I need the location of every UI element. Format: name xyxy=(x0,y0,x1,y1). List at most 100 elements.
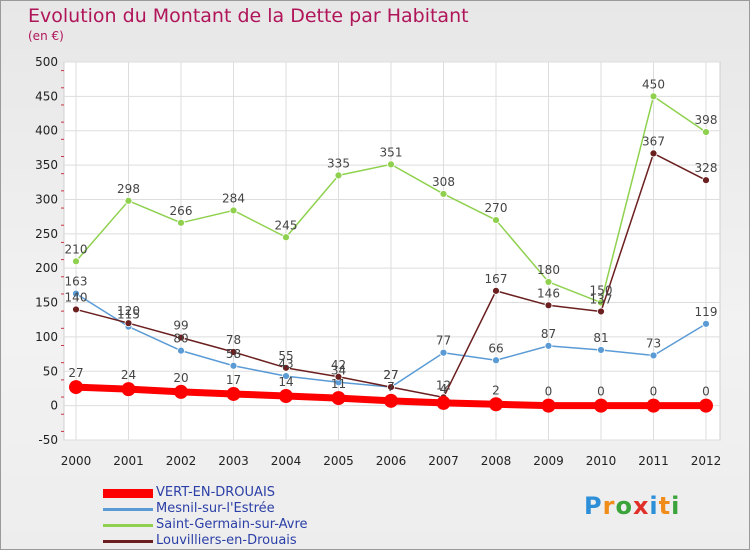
data-label: 0 xyxy=(545,385,553,399)
data-label: 14 xyxy=(278,375,293,389)
y-tick-label: 400 xyxy=(35,124,58,138)
data-point xyxy=(72,289,80,298)
legend-swatch xyxy=(103,489,153,498)
data-label: 27 xyxy=(383,368,398,382)
data-label: 7 xyxy=(387,380,395,394)
x-tick-label: 2011 xyxy=(638,454,669,468)
data-label: 210 xyxy=(65,242,88,256)
y-tick-label: 100 xyxy=(35,330,58,344)
logo-letter: x xyxy=(632,492,650,520)
legend-item: VERT-EN-DROUAIS xyxy=(103,485,443,501)
data-label: 78 xyxy=(226,333,241,347)
data-label: 27 xyxy=(383,368,398,382)
data-point xyxy=(544,341,553,350)
data-label: 0 xyxy=(597,385,605,399)
data-label: 34 xyxy=(331,363,346,377)
data-label: 11 xyxy=(331,377,346,391)
data-label: 87 xyxy=(541,327,556,341)
data-label: 24 xyxy=(121,368,136,382)
data-point xyxy=(226,386,241,401)
y-tick-label: 350 xyxy=(35,158,58,172)
y-tick-label: 300 xyxy=(35,192,58,206)
y-tick-label: 500 xyxy=(35,55,58,69)
legend: VERT-EN-DROUAIS Mesnil-sur-l'Estrée Sain… xyxy=(103,485,443,549)
data-label: 27 xyxy=(68,366,83,380)
data-label: 4 xyxy=(440,382,448,396)
data-point xyxy=(436,395,451,410)
data-point xyxy=(594,398,608,413)
data-label: 99 xyxy=(173,319,188,333)
data-label: 20 xyxy=(173,371,188,385)
data-label: 450 xyxy=(642,77,665,91)
data-label: 77 xyxy=(436,334,451,348)
data-label: 73 xyxy=(646,336,661,350)
legend-label: Louvilliers-en-Drouais xyxy=(156,533,297,548)
data-point xyxy=(334,171,343,180)
x-tick-label: 2012 xyxy=(691,454,722,468)
data-point xyxy=(174,384,188,399)
data-point xyxy=(387,160,395,169)
data-point xyxy=(492,216,500,224)
y-tick-label: 450 xyxy=(35,89,58,103)
data-point xyxy=(282,233,290,242)
data-point xyxy=(282,372,290,380)
legend-swatch xyxy=(103,508,153,511)
data-label: 12 xyxy=(436,378,451,392)
data-label: 146 xyxy=(537,286,560,300)
data-point xyxy=(544,301,553,310)
legend-swatch xyxy=(103,540,153,543)
data-point xyxy=(69,380,83,395)
data-point xyxy=(702,128,710,137)
data-point xyxy=(334,372,343,381)
legend-swatch xyxy=(103,524,153,527)
x-tick-label: 2008 xyxy=(481,454,512,468)
data-point xyxy=(124,196,133,205)
data-label: 163 xyxy=(65,275,88,289)
data-point xyxy=(384,393,398,408)
legend-item: Louvilliers-en-Drouais xyxy=(103,533,443,549)
data-point xyxy=(699,398,713,413)
data-point xyxy=(439,348,448,357)
x-tick-label: 2010 xyxy=(586,454,617,468)
data-label: 351 xyxy=(380,145,403,159)
data-point xyxy=(229,348,238,356)
data-label: 298 xyxy=(117,182,140,196)
data-label: 270 xyxy=(485,201,508,215)
data-label: 328 xyxy=(695,161,718,175)
x-tick-label: 2005 xyxy=(323,454,354,468)
data-label: 119 xyxy=(695,305,718,319)
data-point xyxy=(229,361,238,370)
data-label: 150 xyxy=(590,284,613,298)
data-label: 0 xyxy=(650,385,658,399)
data-label: 66 xyxy=(488,341,503,355)
logo-letter: P xyxy=(584,492,603,520)
y-tick-label: -50 xyxy=(38,433,58,447)
data-point xyxy=(541,398,556,413)
data-label: 335 xyxy=(327,156,350,170)
data-label: 115 xyxy=(117,308,140,322)
data-point xyxy=(649,92,658,101)
data-point xyxy=(597,346,605,354)
data-point xyxy=(72,305,80,314)
logo-letter: i xyxy=(649,492,659,520)
data-label: 58 xyxy=(226,347,241,361)
data-point xyxy=(489,397,503,412)
data-point xyxy=(439,190,448,198)
x-tick-label: 2007 xyxy=(428,454,459,468)
data-point xyxy=(177,218,185,227)
data-point xyxy=(229,206,238,215)
data-label: 266 xyxy=(170,204,193,218)
data-point xyxy=(177,333,185,342)
data-point xyxy=(649,351,658,360)
data-label: 245 xyxy=(275,218,298,232)
data-label: 398 xyxy=(695,113,718,127)
y-tick-label: 50 xyxy=(43,364,58,378)
data-label: 140 xyxy=(65,290,88,304)
data-label: 367 xyxy=(642,134,665,148)
data-point xyxy=(544,278,553,286)
data-label: 308 xyxy=(432,175,455,189)
legend-item: Saint-Germain-sur-Avre xyxy=(103,517,443,533)
data-label: 0 xyxy=(702,385,710,399)
